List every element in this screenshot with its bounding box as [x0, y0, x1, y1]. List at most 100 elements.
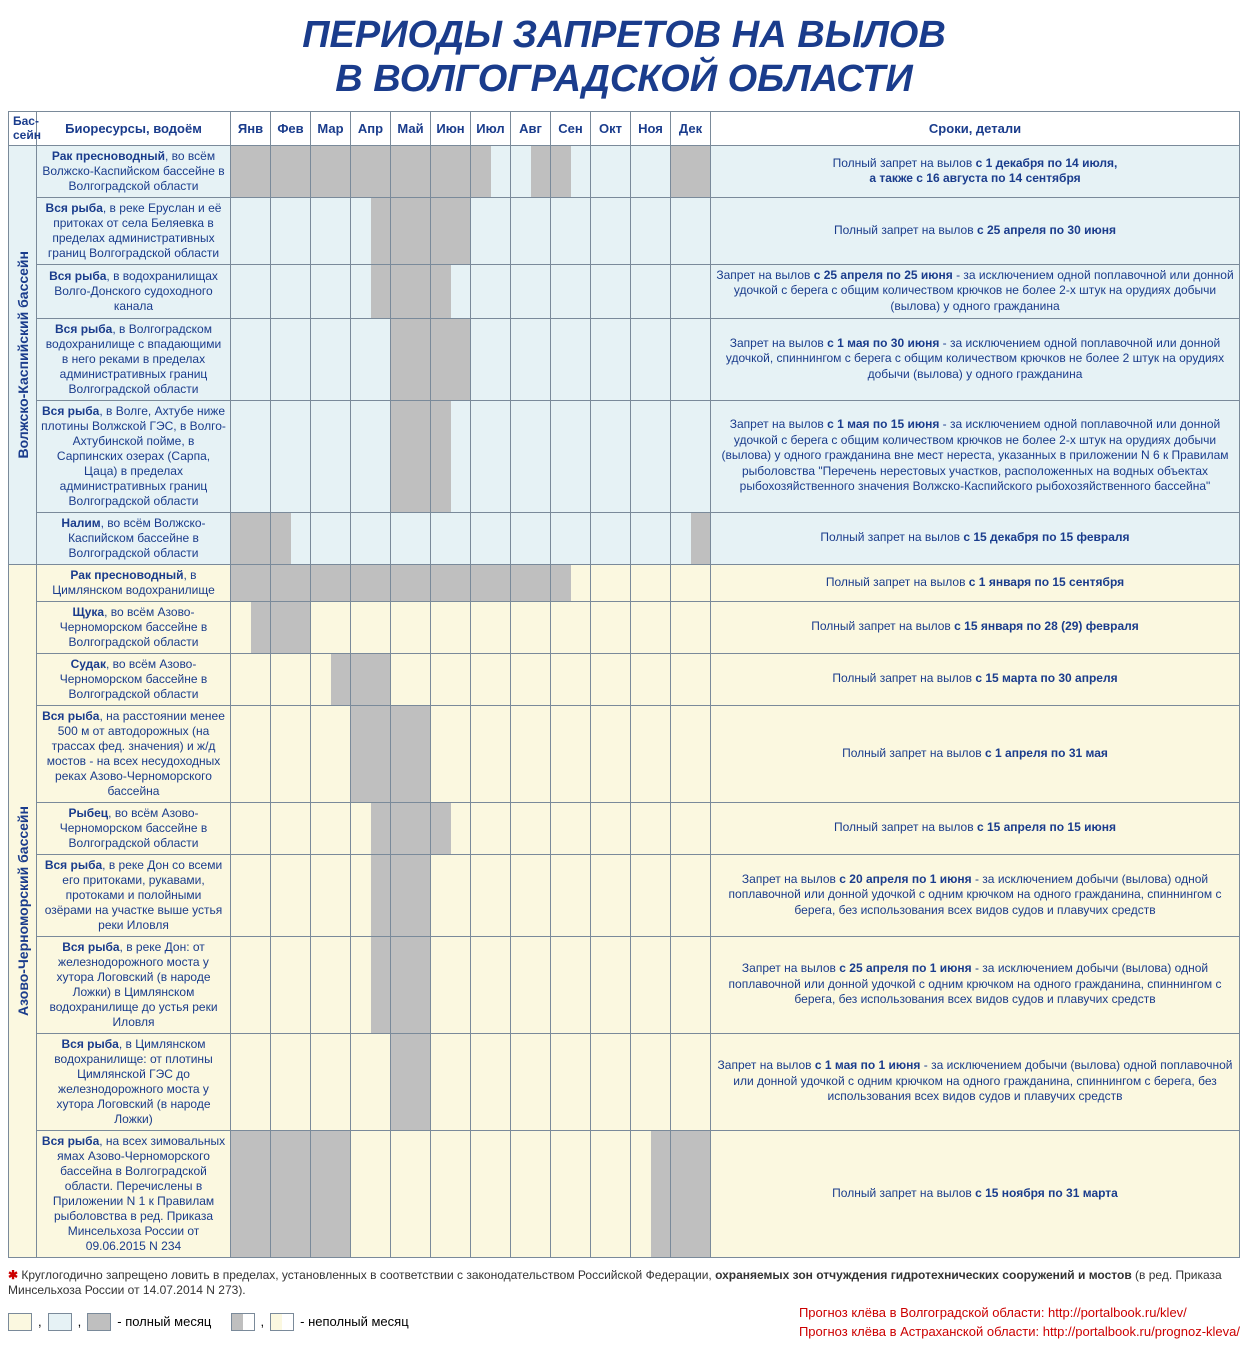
month-cell	[591, 705, 631, 802]
month-cell	[311, 145, 351, 197]
month-cell	[511, 512, 551, 564]
month-cell	[591, 936, 631, 1033]
month-cell	[231, 197, 271, 264]
month-cell	[311, 564, 351, 601]
month-cell	[671, 145, 711, 197]
month-cell	[311, 802, 351, 854]
month-cell	[671, 512, 711, 564]
title-line1: ПЕРИОДЫ ЗАПРЕТОВ НА ВЫЛОВ	[302, 14, 946, 56]
month-cell	[551, 936, 591, 1033]
month-cell	[591, 854, 631, 936]
table-row: Вся рыба, в реке Еруслан и её притоках о…	[9, 197, 1240, 264]
basin-label: Волжско-Каспийский бассейн	[13, 247, 33, 462]
month-cell	[551, 802, 591, 854]
details-cell: Запрет на вылов с 1 мая по 1 июня - за и…	[711, 1033, 1240, 1130]
month-cell	[431, 564, 471, 601]
details-cell: Полный запрет на вылов с 15 января по 28…	[711, 601, 1240, 653]
month-cell	[351, 512, 391, 564]
month-cell	[671, 936, 711, 1033]
month-cell	[271, 1130, 311, 1257]
header-month: Май	[391, 112, 431, 145]
month-cell	[391, 197, 431, 264]
month-cell	[351, 802, 391, 854]
month-cell	[591, 197, 631, 264]
month-cell	[671, 564, 711, 601]
month-cell	[271, 802, 311, 854]
details-cell: Запрет на вылов с 1 мая по 30 июня - за …	[711, 318, 1240, 400]
header-month: Июл	[471, 112, 511, 145]
table-row: Налим, во всём Волжско-Каспийском бассей…	[9, 512, 1240, 564]
month-cell	[311, 1033, 351, 1130]
month-cell	[391, 264, 431, 318]
month-cell	[231, 564, 271, 601]
month-cell	[671, 802, 711, 854]
resource-cell: Вся рыба, в Цимлянском водохранилище: от…	[37, 1033, 231, 1130]
month-cell	[671, 400, 711, 512]
month-cell	[391, 705, 431, 802]
month-cell	[591, 1033, 631, 1130]
ban-periods-table: Бас-сейн Биоресурсы, водоём Янв Фев Мар …	[8, 111, 1240, 1257]
month-cell	[311, 400, 351, 512]
month-cell	[431, 653, 471, 705]
header-row: Бас-сейн Биоресурсы, водоём Янв Фев Мар …	[9, 112, 1240, 145]
month-cell	[431, 705, 471, 802]
month-cell	[431, 936, 471, 1033]
month-cell	[231, 1033, 271, 1130]
month-cell	[471, 653, 511, 705]
month-cell	[471, 564, 511, 601]
month-cell	[271, 400, 311, 512]
legend-swatch-half-basin	[270, 1313, 294, 1331]
month-cell	[311, 1130, 351, 1257]
month-cell	[471, 318, 511, 400]
month-cell	[471, 264, 511, 318]
month-cell	[231, 1130, 271, 1257]
month-cell	[631, 936, 671, 1033]
resource-cell: Вся рыба, на всех зимовальных ямах Азово…	[37, 1130, 231, 1257]
month-cell	[391, 854, 431, 936]
month-cell	[351, 197, 391, 264]
month-cell	[511, 318, 551, 400]
resource-cell: Вся рыба, в Волгоградском водохранилище …	[37, 318, 231, 400]
month-cell	[351, 653, 391, 705]
month-cell	[511, 705, 551, 802]
month-cell	[471, 145, 511, 197]
table-row: Вся рыба, на всех зимовальных ямах Азово…	[9, 1130, 1240, 1257]
details-cell: Полный запрет на вылов с 25 апреля по 30…	[711, 197, 1240, 264]
details-cell: Полный запрет на вылов с 15 марта по 30 …	[711, 653, 1240, 705]
header-month: Июн	[431, 112, 471, 145]
month-cell	[271, 705, 311, 802]
month-cell	[591, 1130, 631, 1257]
month-cell	[391, 564, 431, 601]
month-cell	[311, 601, 351, 653]
legend-swatch-full-ban	[87, 1313, 111, 1331]
legend-swatch-half-ban	[231, 1313, 255, 1331]
month-cell	[431, 264, 471, 318]
month-cell	[391, 512, 431, 564]
table-body: Волжско-Каспийский бассейнРак пресноводн…	[9, 145, 1240, 1257]
month-cell	[391, 318, 431, 400]
details-cell: Запрет на вылов с 25 апреля по 25 июня -…	[711, 264, 1240, 318]
month-cell	[231, 936, 271, 1033]
table-row: Рыбец, во всём Азово-Черноморском бассей…	[9, 802, 1240, 854]
month-cell	[311, 264, 351, 318]
legend-swatch-full-basin2	[48, 1313, 72, 1331]
resource-cell: Рыбец, во всём Азово-Черноморском бассей…	[37, 802, 231, 854]
month-cell	[271, 854, 311, 936]
month-cell	[231, 264, 271, 318]
header-month: Авг	[511, 112, 551, 145]
month-cell	[631, 1033, 671, 1130]
month-cell	[671, 653, 711, 705]
month-cell	[231, 400, 271, 512]
month-cell	[391, 1130, 431, 1257]
month-cell	[551, 705, 591, 802]
month-cell	[631, 802, 671, 854]
month-cell	[631, 854, 671, 936]
month-cell	[511, 1130, 551, 1257]
month-cell	[671, 197, 711, 264]
forecast-links: Прогноз клёва в Волгоградской области: h…	[799, 1303, 1240, 1342]
month-cell	[591, 802, 631, 854]
month-cell	[551, 264, 591, 318]
month-cell	[431, 145, 471, 197]
title-line2: В ВОЛГОГРАДСКОЙ ОБЛАСТИ	[335, 58, 912, 100]
month-cell	[591, 601, 631, 653]
